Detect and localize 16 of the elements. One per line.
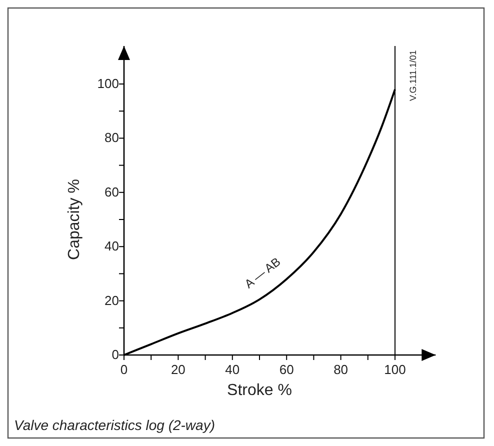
y-axis-title: Capacity % xyxy=(66,179,83,260)
y-tick-label: 100 xyxy=(97,76,119,91)
x-tick-label: 80 xyxy=(334,362,348,377)
y-tick-label: 0 xyxy=(112,347,119,362)
x-tick-label: 20 xyxy=(170,362,186,377)
text: Valve characteristics log (2-way) xyxy=(14,417,215,433)
y-tick-label: 40 xyxy=(104,238,119,254)
x-tick-label: 40 xyxy=(225,362,240,377)
x-tick-label: 60 xyxy=(279,362,294,377)
x-tick-label: 100 xyxy=(384,362,406,377)
y-tick-label: 80 xyxy=(104,130,119,146)
y-tick-label: 60 xyxy=(104,184,119,200)
annotation: A — AB xyxy=(242,254,284,292)
x-axis-title: Stroke % xyxy=(227,382,292,399)
y-tick-label: 20 xyxy=(104,292,119,308)
annotation: V.G.111.1/01 xyxy=(408,50,418,101)
